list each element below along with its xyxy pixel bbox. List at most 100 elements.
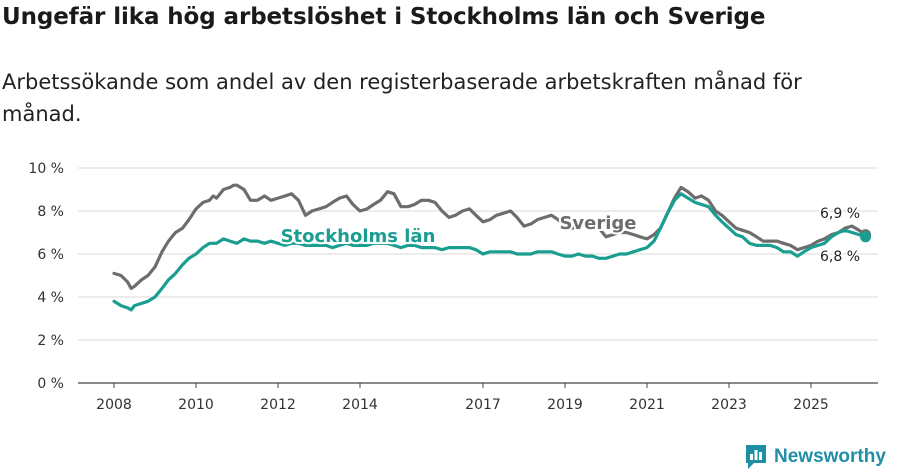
sverige-point (652, 233, 656, 236)
stockholms-lan-point (324, 244, 328, 247)
stockholms-lan-end-marker (860, 231, 872, 243)
stockholms-lan-point (714, 214, 717, 217)
sverige-point (502, 212, 505, 215)
y-tick-label: 4 % (37, 290, 64, 306)
stockholms-lan-point (488, 250, 492, 253)
sverige-point (119, 274, 123, 277)
sverige-point (720, 214, 724, 217)
sverige-point (543, 216, 546, 219)
sverige-point (413, 203, 416, 206)
sverige-point (232, 184, 235, 187)
stockholms-lan-point (707, 205, 710, 208)
sverige-point (550, 214, 553, 217)
sverige-point (222, 188, 225, 191)
stockholms-lan-point (392, 244, 396, 247)
stockholms-lan-point (130, 308, 133, 311)
stockholms-lan-point (495, 250, 498, 253)
y-tick-label: 10 % (28, 161, 64, 177)
sverige-point (283, 194, 287, 198)
x-tick-label: 2023 (711, 397, 747, 413)
stockholms-lan-point (153, 295, 157, 299)
y-tick-label: 2 % (37, 333, 64, 349)
stockholms-lan-point (509, 250, 512, 253)
stockholms-lan-point (679, 192, 683, 195)
x-tick-label: 2021 (629, 397, 665, 413)
sverige-point (215, 197, 218, 200)
sverige-point (263, 194, 266, 198)
stockholms-lan-point (550, 250, 553, 253)
stockholms-lan-point (297, 242, 300, 245)
stockholms-lan-point (830, 235, 833, 238)
stockholms-lan-point (372, 242, 375, 245)
sverige-point (584, 220, 587, 223)
sverige-point (212, 194, 215, 198)
sverige-point (707, 199, 710, 202)
x-tick-label: 2019 (547, 397, 583, 413)
sverige-point (338, 197, 341, 200)
sverige-point (802, 246, 806, 249)
stockholms-lan-point (632, 250, 635, 253)
stockholms-lan-point (673, 199, 676, 202)
stockholms-lan-point (755, 244, 758, 247)
sverige-point (679, 186, 683, 189)
stockholms-lan-point (181, 263, 184, 266)
stockholms-lan-point (235, 242, 239, 245)
sverige-point (372, 203, 375, 206)
stockholms-lan-point (201, 246, 205, 249)
sverige-point (686, 190, 690, 193)
stockholms-lan-point (536, 250, 539, 253)
x-tick-label: 2025 (793, 397, 829, 413)
sverige-point (447, 216, 451, 219)
newsworthy-logo[interactable]: Newsworthy (744, 442, 886, 472)
stockholms-lan-point (119, 304, 123, 307)
sverige-point (208, 199, 211, 202)
sverige-point (488, 218, 492, 221)
stockholms-lan-point (454, 246, 457, 249)
sverige-point (761, 240, 765, 243)
stockholms-lan-line (112, 192, 868, 312)
series-labels: Sverige Stockholms län 6,9 % 6,8 % (279, 205, 862, 267)
stockholms-lan-point (228, 240, 232, 243)
stockholms-lan-point (379, 242, 382, 245)
stockholms-lan-point (331, 246, 334, 249)
sverige-point (638, 235, 642, 238)
stockholms-lan-point (399, 246, 403, 249)
stockholms-lan-point (461, 246, 464, 249)
stockholms-lan-point (215, 242, 218, 245)
sverige-point (167, 240, 170, 243)
sverige-point (392, 192, 396, 195)
sverige-point (481, 220, 485, 223)
stockholms-lan-point (796, 255, 799, 258)
stockholms-lan-point (522, 252, 526, 256)
stockholms-lan-point (686, 197, 690, 200)
stockholms-lan-point (816, 244, 820, 247)
stockholms-lan-point (283, 244, 287, 247)
stockholms-lan-point (734, 233, 738, 236)
stockholms-lan-point (468, 246, 471, 249)
sverige-point (734, 227, 738, 230)
sverige-series-label: Sverige (559, 213, 636, 234)
sverige-point (727, 220, 731, 223)
sverige-point (201, 201, 205, 204)
stockholms-lan-point (242, 237, 246, 240)
stockholms-lan-point (447, 246, 451, 249)
sverige-point (645, 237, 649, 240)
stockholms-lan-point (406, 244, 410, 247)
sverige-point (126, 280, 129, 283)
sverige-point (174, 231, 177, 234)
stockholms-lan-point (256, 240, 259, 243)
sverige-point (276, 197, 280, 200)
sverige-point (290, 192, 293, 195)
sverige-point (440, 209, 444, 213)
stockholms-lan-point (358, 244, 362, 247)
sverige-point (304, 214, 307, 217)
y-axis-ticks: 0 % 2 % 4 % 6 % 8 % 10 % (28, 161, 64, 392)
stockholms-lan-point (720, 220, 724, 223)
stockholms-lan-series-label: Stockholms län (281, 226, 436, 247)
sverige-line (112, 183, 868, 290)
stockholms-lan-point (782, 250, 785, 253)
sverige-point (474, 214, 478, 217)
stockholms-lan-point (809, 246, 813, 249)
sverige-point (249, 199, 252, 202)
